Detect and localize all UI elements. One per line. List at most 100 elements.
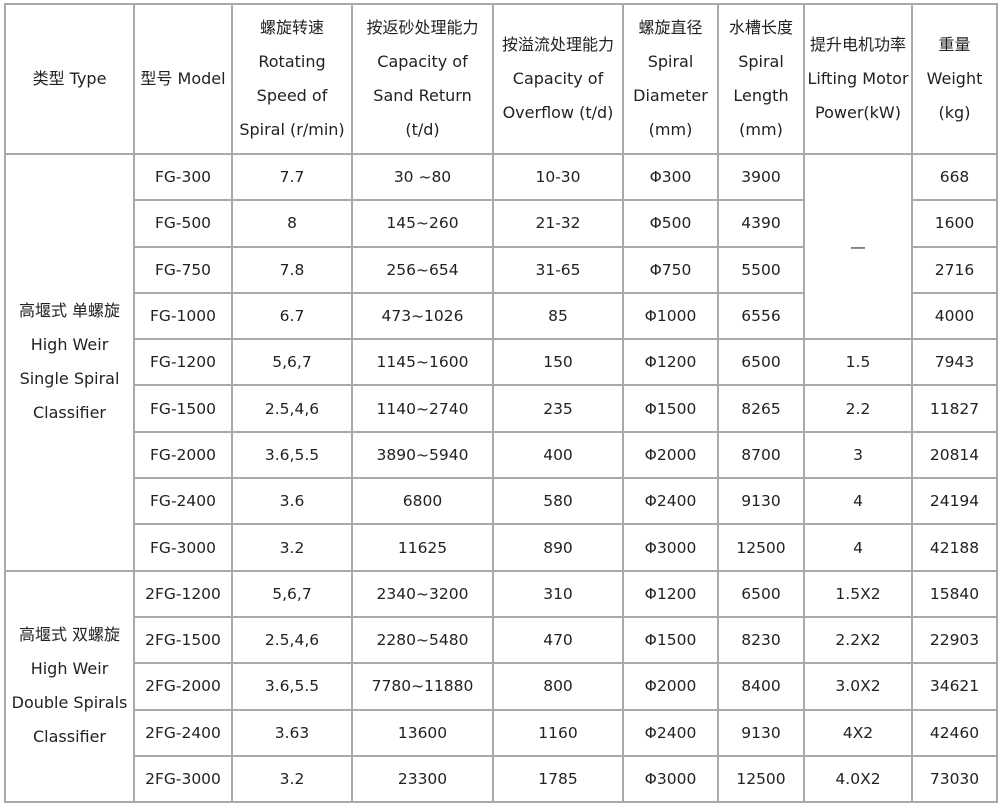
sand-return-cell: 256~654 [351,245,494,294]
length-cell: 3900 [717,152,805,202]
speed-cell: 3.6,5.5 [231,662,353,711]
overflow-cell: 580 [492,477,624,526]
length-cell: 4390 [717,199,805,248]
motor-power-cell: 1.5X2 [803,569,913,618]
model-cell: 2FG-2000 [133,662,233,711]
diameter-cell: Φ300 [622,152,719,202]
sand-return-cell: 2280~5480 [351,615,494,665]
overflow-cell: 890 [492,523,624,572]
diameter-cell: Φ1000 [622,291,719,341]
header-weight: 重量 Weight (kg) [911,3,998,155]
weight-cell: 42188 [911,523,998,572]
table-row: 2FG-2400 3.63 13600 1160 Φ2400 9130 4X2 42460 [5,708,998,757]
length-cell: 6500 [717,569,805,618]
speed-cell: 2.5,4,6 [231,384,353,433]
model-cell: FG-500 [133,199,233,248]
overflow-cell: 470 [492,615,624,665]
overflow-cell: 800 [492,662,624,711]
sand-return-cell: 30 ~80 [351,152,494,202]
length-cell: 5500 [717,245,805,294]
length-cell: 12500 [717,754,805,804]
speed-cell: 3.6 [231,477,353,526]
speed-cell: 3.2 [231,754,353,804]
sand-return-cell: 2340~3200 [351,569,494,618]
weight-cell: 73030 [911,754,998,804]
header-diameter: 螺旋直径 Spiral Diameter (mm) [622,3,719,155]
motor-power-cell: 4.0X2 [803,754,913,804]
speed-cell: 2.5,4,6 [231,615,353,665]
weight-cell: 20814 [911,430,998,480]
diameter-cell: Φ2400 [622,477,719,526]
motor-power-cell: 4 [803,477,913,526]
table-row: FG-750 7.8 256~654 31-65 Φ750 5500 2716 [5,245,998,294]
motor-power-cell: 2.2 [803,384,913,433]
length-cell: 9130 [717,477,805,526]
header-type: 类型 Type [4,3,135,155]
model-cell: FG-3000 [133,523,233,572]
header-sand-return: 按返砂处理能力 Capacity of Sand Return (t/d) [351,3,494,155]
weight-cell: 1600 [911,199,998,248]
model-cell: FG-2400 [133,477,233,526]
length-cell: 8230 [717,615,805,665]
diameter-cell: Φ3000 [622,523,719,572]
model-cell: FG-2000 [133,430,233,480]
weight-cell: 22903 [911,615,998,665]
overflow-cell: 235 [492,384,624,433]
table-row: 2FG-1500 2.5,4,6 2280~5480 470 Φ1500 8230 2.2X… [5,615,998,665]
diameter-cell: Φ1200 [622,569,719,618]
model-cell: FG-1200 [133,338,233,387]
motor-power-cell: 3 [803,430,913,480]
sand-return-cell: 1145~1600 [351,338,494,387]
speed-cell: 5,6,7 [231,338,353,387]
diameter-cell: Φ2400 [622,708,719,757]
weight-cell: 4000 [911,291,998,341]
speed-cell: 7.8 [231,245,353,294]
header-motor-power: 提升电机功率 Lifting Motor Power(kW) [803,3,913,155]
overflow-cell: 1160 [492,708,624,757]
table-row: FG-1000 6.7 473~1026 85 Φ1000 6556 4000 [5,291,998,341]
model-cell: 2FG-1200 [133,569,233,618]
length-cell: 6556 [717,291,805,341]
model-cell: 2FG-1500 [133,615,233,665]
table-row: FG-2400 3.6 6800 580 Φ2400 9130 4 24194 [5,477,998,526]
spec-table: 类型 Type 型号 Model 螺旋转速 Rotating Speed of … [4,3,998,804]
speed-cell: 3.63 [231,708,353,757]
diameter-cell: Φ2000 [622,430,719,480]
header-model: 型号 Model [133,3,233,155]
sand-return-cell: 11625 [351,523,494,572]
motor-power-cell: 4X2 [803,708,913,757]
sand-return-cell: 145~260 [351,199,494,248]
speed-cell: 8 [231,199,353,248]
type-cell: 高堰式 单螺旋 High Weir Single Spiral Classifi… [4,153,135,572]
overflow-cell: 31-65 [492,245,624,294]
table-body: 高堰式 单螺旋 High Weir Single Spiral Classifi… [4,152,998,804]
weight-cell: 2716 [911,245,998,294]
sand-return-cell: 13600 [351,708,494,757]
overflow-cell: 85 [492,291,624,341]
sand-return-cell: 7780~11880 [351,662,494,711]
length-cell: 8265 [717,384,805,433]
speed-cell: 3.2 [231,523,353,572]
speed-cell: 3.6,5.5 [231,430,353,480]
motor-power-cell: 2.2X2 [803,615,913,665]
type-cell: 高堰式 双螺旋 High Weir Double Spirals Classif… [4,569,135,804]
table-row: FG-2000 3.6,5.5 3890~5940 400 Φ2000 8700 3 2081… [5,430,998,480]
diameter-cell: Φ1500 [622,384,719,433]
header-overflow: 按溢流处理能力 Capacity of Overflow (t/d) [492,3,624,155]
table-row: 高堰式 单螺旋 High Weir Single Spiral Classifi… [4,152,998,572]
header-speed: 螺旋转速 Rotating Speed of Spiral (r/min) [231,3,353,155]
diameter-cell: Φ1200 [622,338,719,387]
overflow-cell: 10-30 [492,152,624,202]
sand-return-cell: 6800 [351,477,494,526]
length-cell: 8700 [717,430,805,480]
table-row: FG-1200 5,6,7 1145~1600 150 Φ1200 6500 1.5 7943 [5,338,998,387]
length-cell: 12500 [717,523,805,572]
motor-power-cell: 4 [803,523,913,572]
motor-power-cell: 3.0X2 [803,662,913,711]
weight-cell: 24194 [911,477,998,526]
weight-cell: 11827 [911,384,998,433]
speed-cell: 6.7 [231,291,353,341]
table-row: 2FG-2000 3.6,5.5 7780~11880 800 Φ2000 8400 3.0… [5,662,998,711]
table-row: FG-3000 3.2 11625 890 Φ3000 12500 4 42188 [5,523,998,572]
model-cell: FG-750 [133,245,233,294]
